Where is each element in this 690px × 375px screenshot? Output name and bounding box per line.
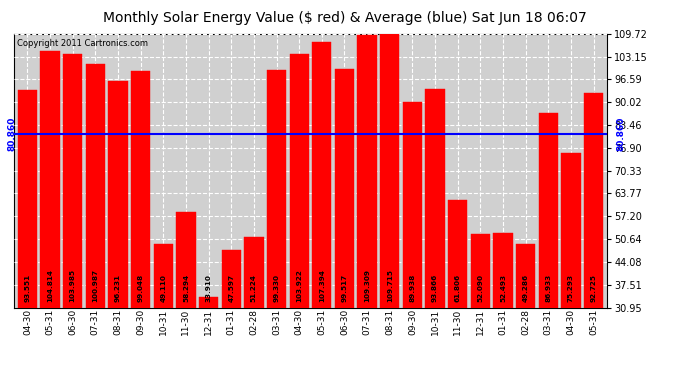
Bar — [471, 234, 490, 308]
Bar — [290, 54, 309, 307]
Text: 58.294: 58.294 — [183, 274, 189, 302]
Text: 47.597: 47.597 — [228, 274, 234, 302]
Text: 109.309: 109.309 — [364, 269, 370, 302]
Text: 96.231: 96.231 — [115, 274, 121, 302]
Text: Monthly Solar Energy Value ($ red) & Average (blue) Sat Jun 18 06:07: Monthly Solar Energy Value ($ red) & Ave… — [103, 11, 587, 25]
Text: 80.860: 80.860 — [616, 117, 625, 151]
Bar — [41, 51, 59, 308]
Bar — [516, 244, 535, 308]
Text: 52.090: 52.090 — [477, 274, 484, 302]
Bar — [221, 250, 241, 308]
Bar — [177, 213, 195, 308]
Text: 104.814: 104.814 — [47, 269, 53, 302]
Text: Copyright 2011 Cartronics.com: Copyright 2011 Cartronics.com — [17, 39, 148, 48]
Text: 93.866: 93.866 — [432, 274, 438, 302]
Text: 80.860: 80.860 — [7, 117, 16, 151]
Text: 103.922: 103.922 — [296, 269, 302, 302]
Bar — [86, 64, 105, 308]
Text: 75.293: 75.293 — [568, 274, 574, 302]
Bar — [426, 89, 444, 308]
Bar — [312, 42, 331, 308]
Bar — [131, 71, 150, 308]
Bar — [403, 102, 422, 308]
Text: 99.048: 99.048 — [137, 274, 144, 302]
Text: 61.806: 61.806 — [455, 274, 461, 302]
Text: 51.224: 51.224 — [251, 274, 257, 302]
Bar — [357, 35, 377, 308]
Bar — [267, 70, 286, 308]
Text: 109.715: 109.715 — [387, 269, 393, 302]
Text: 107.394: 107.394 — [319, 269, 325, 302]
Bar — [335, 69, 354, 308]
Text: 52.493: 52.493 — [500, 274, 506, 302]
Text: 99.517: 99.517 — [342, 274, 348, 302]
Text: 99.330: 99.330 — [273, 274, 279, 302]
Text: 49.110: 49.110 — [160, 274, 166, 302]
Bar — [108, 81, 128, 308]
Bar — [154, 244, 173, 308]
Bar — [493, 232, 513, 308]
Text: 93.551: 93.551 — [24, 274, 30, 302]
Bar — [63, 54, 82, 307]
Bar — [244, 237, 264, 308]
Text: 49.286: 49.286 — [522, 274, 529, 302]
Bar — [562, 153, 580, 308]
Bar — [584, 93, 603, 308]
Text: 33.910: 33.910 — [206, 274, 212, 302]
Text: 103.985: 103.985 — [70, 269, 76, 302]
Bar — [380, 34, 400, 308]
Text: 100.987: 100.987 — [92, 269, 99, 302]
Text: 89.938: 89.938 — [409, 274, 415, 302]
Bar — [199, 297, 218, 307]
Text: 92.725: 92.725 — [591, 274, 597, 302]
Text: 86.933: 86.933 — [545, 274, 551, 302]
Bar — [18, 90, 37, 308]
Bar — [448, 200, 467, 308]
Bar — [539, 113, 558, 308]
